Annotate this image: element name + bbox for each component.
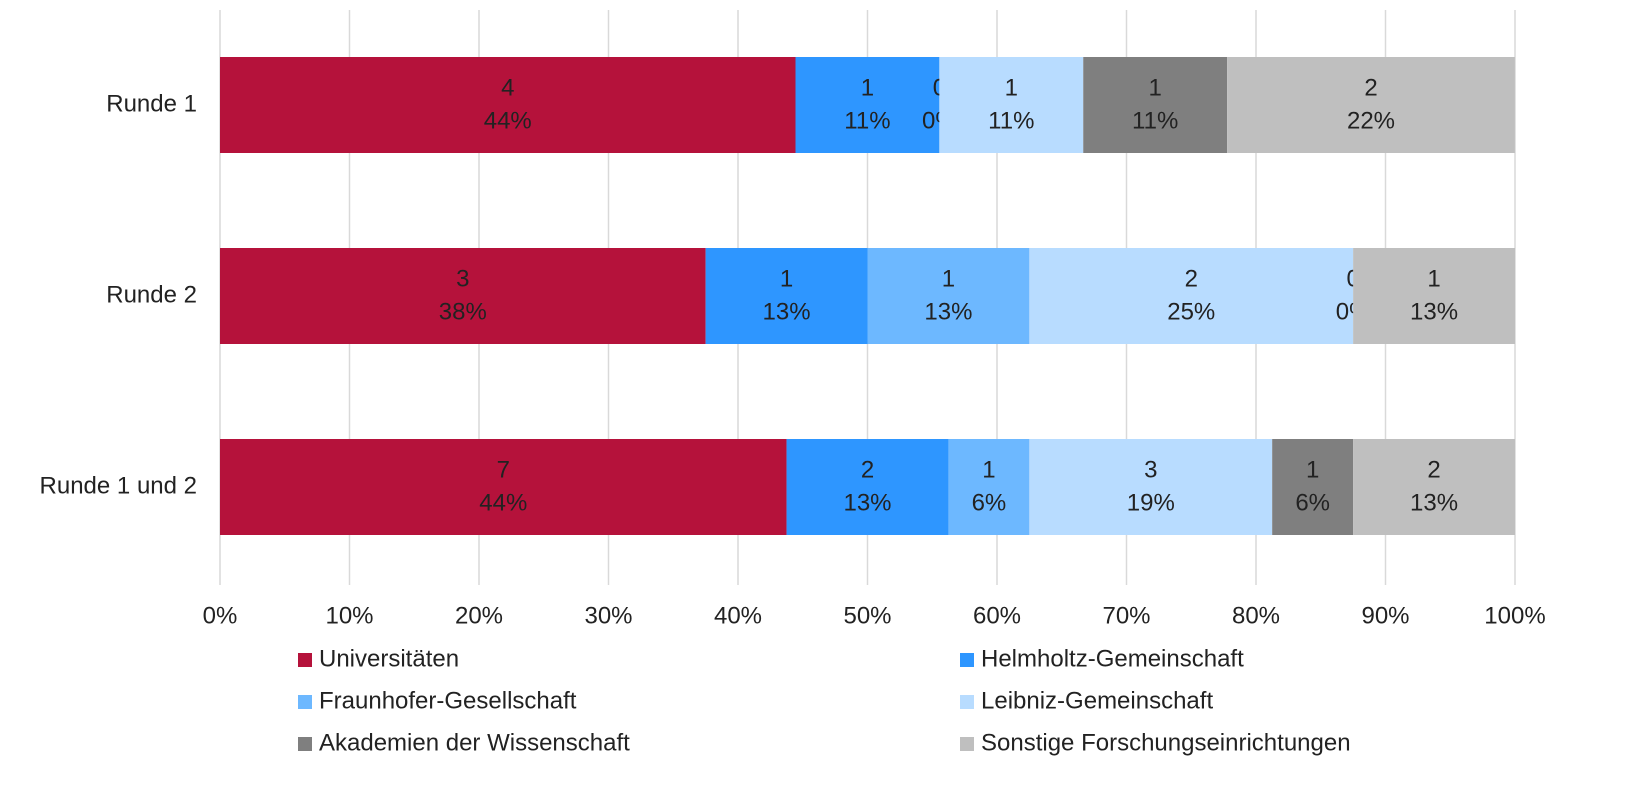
count-label: 1 bbox=[982, 456, 995, 483]
value-label: 22% bbox=[1347, 107, 1395, 134]
legend-label: Fraunhofer-Gesellschaft bbox=[319, 687, 577, 714]
y-tick-label: Runde 1 und 2 bbox=[40, 472, 197, 499]
x-tick-label: 40% bbox=[714, 602, 762, 629]
count-label: 1 bbox=[1005, 74, 1018, 101]
x-tick-label: 60% bbox=[973, 602, 1021, 629]
legend-swatch bbox=[298, 653, 312, 667]
bar-segment bbox=[1353, 248, 1515, 344]
x-tick-label: 80% bbox=[1232, 602, 1280, 629]
value-label: 6% bbox=[972, 489, 1007, 516]
x-tick-label: 30% bbox=[584, 602, 632, 629]
legend-swatch bbox=[960, 695, 974, 709]
value-label: 11% bbox=[1132, 107, 1178, 134]
bar-segment bbox=[948, 439, 1030, 535]
legend-label: Helmholtz-Gemeinschaft bbox=[981, 645, 1244, 672]
value-label: 44% bbox=[479, 489, 527, 516]
count-label: 1 bbox=[861, 74, 874, 101]
x-tick-label: 100% bbox=[1484, 602, 1545, 629]
legend-label: Akademien der Wissenschaft bbox=[319, 729, 630, 756]
bar-segment bbox=[1272, 439, 1354, 535]
bar-segment bbox=[220, 248, 706, 344]
value-label: 44% bbox=[484, 107, 532, 134]
value-label: 13% bbox=[763, 298, 811, 325]
bar-segment bbox=[867, 248, 1030, 344]
count-label: 1 bbox=[1427, 265, 1440, 292]
legend-label: Sonstige Forschungseinrichtungen bbox=[981, 729, 1351, 756]
x-tick-label: 50% bbox=[843, 602, 891, 629]
bar-segment bbox=[1029, 439, 1273, 535]
bar-segment bbox=[705, 248, 868, 344]
count-label: 1 bbox=[1149, 74, 1162, 101]
value-label: 11% bbox=[988, 107, 1034, 134]
value-label: 13% bbox=[924, 298, 972, 325]
bar-segment bbox=[786, 439, 949, 535]
value-label: 13% bbox=[1410, 489, 1458, 516]
count-label: 2 bbox=[1427, 456, 1440, 483]
bar-segment bbox=[1029, 248, 1354, 344]
legend-swatch bbox=[298, 737, 312, 751]
bar-segment bbox=[220, 57, 796, 153]
legend-swatch bbox=[960, 653, 974, 667]
x-tick-label: 20% bbox=[455, 602, 503, 629]
y-tick-label: Runde 1 bbox=[106, 90, 197, 117]
bar-segment bbox=[1353, 439, 1515, 535]
count-label: 1 bbox=[942, 265, 955, 292]
count-label: 1 bbox=[1306, 456, 1319, 483]
bar-segment bbox=[1083, 57, 1228, 153]
count-label: 2 bbox=[1364, 74, 1377, 101]
legend-swatch bbox=[960, 737, 974, 751]
value-label: 38% bbox=[439, 298, 487, 325]
bar-segment bbox=[939, 57, 1084, 153]
count-label: 2 bbox=[1185, 265, 1198, 292]
value-label: 13% bbox=[843, 489, 891, 516]
count-label: 1 bbox=[780, 265, 793, 292]
value-label: 19% bbox=[1127, 489, 1175, 516]
count-label: 2 bbox=[861, 456, 874, 483]
value-label: 11% bbox=[844, 107, 890, 134]
legend-label: Universitäten bbox=[319, 645, 459, 672]
x-tick-label: 0% bbox=[203, 602, 238, 629]
y-tick-label: Runde 2 bbox=[106, 281, 197, 308]
value-label: 13% bbox=[1410, 298, 1458, 325]
value-label: 25% bbox=[1167, 298, 1215, 325]
count-label: 7 bbox=[497, 456, 510, 483]
count-label: 3 bbox=[1144, 456, 1157, 483]
bar-segment bbox=[220, 439, 787, 535]
legend-swatch bbox=[298, 695, 312, 709]
count-label: 3 bbox=[456, 265, 469, 292]
x-tick-label: 90% bbox=[1361, 602, 1409, 629]
count-label: 4 bbox=[501, 74, 514, 101]
x-tick-label: 70% bbox=[1102, 602, 1150, 629]
x-tick-label: 10% bbox=[325, 602, 373, 629]
value-label: 6% bbox=[1295, 489, 1330, 516]
bar-segment bbox=[795, 57, 940, 153]
legend-label: Leibniz-Gemeinschaft bbox=[981, 687, 1213, 714]
bar-segment bbox=[1227, 57, 1515, 153]
